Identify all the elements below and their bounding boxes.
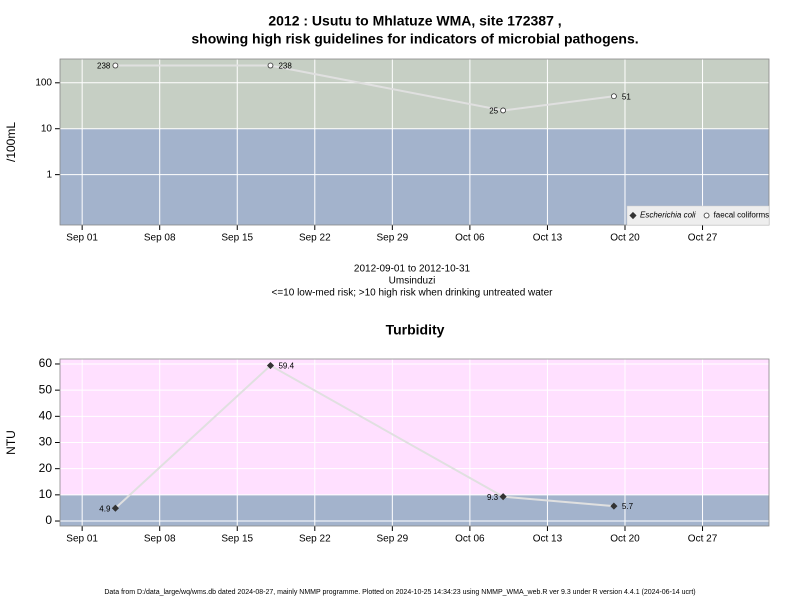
x-tick-label: Oct 13 (533, 233, 563, 244)
plot-frame (59, 58, 770, 226)
x-tick-label: Sep 15 (221, 233, 253, 244)
y-tick-label: 100 (35, 77, 52, 88)
point (499, 493, 507, 501)
y-axis-label: /100mL (4, 122, 18, 162)
point (267, 62, 274, 69)
x-tick-label: Sep 22 (299, 233, 331, 244)
y-tick-label: 20 (39, 461, 53, 475)
x-tick-label: Sep 01 (66, 534, 98, 545)
y-tick-label: 10 (41, 123, 53, 134)
point (703, 212, 710, 219)
y-tick-label: 10 (39, 487, 53, 501)
x-tick-label: Oct 13 (533, 534, 563, 545)
x-tick-label: Sep 29 (376, 534, 408, 545)
y-tick-label: 60 (39, 356, 53, 370)
note: <=10 low-med risk; >10 high risk when dr… (272, 288, 554, 299)
value-label: 5.7 (622, 502, 634, 511)
value-label: 238 (97, 62, 111, 71)
x-tick-label: Oct 27 (688, 534, 718, 545)
value-label: 59.4 (278, 362, 294, 371)
high-risk-band (60, 359, 769, 495)
legend-box (626, 205, 770, 226)
value-label: 25 (489, 107, 498, 116)
y-tick-label: 50 (39, 382, 53, 396)
x-tick-label: Oct 06 (455, 534, 485, 545)
series-line (115, 64, 615, 112)
note: Umsinduzi (389, 276, 436, 287)
point (111, 504, 119, 512)
y-tick-label: 0 (45, 513, 52, 527)
y-tick-label: 1 (46, 169, 52, 180)
x-tick-label: Oct 27 (688, 233, 718, 244)
value-label: 238 (278, 62, 292, 71)
footer: Data from D:/data_large/wq/wms.db dated … (104, 589, 695, 596)
y-tick-label: 40 (39, 408, 53, 422)
series-line (114, 364, 614, 509)
x-tick-label: Sep 01 (66, 233, 98, 244)
point (610, 502, 618, 510)
point (112, 62, 119, 69)
y-axis-label: NTU (4, 430, 18, 455)
x-tick-label: Sep 08 (144, 233, 176, 244)
x-tick-label: Sep 15 (221, 534, 253, 545)
value-label: 51 (622, 92, 631, 101)
chart-title: 2012 : Usutu to Mhlatuze WMA, site 17238… (268, 13, 561, 29)
point (629, 211, 637, 220)
value-label: 4.9 (99, 504, 111, 513)
point (500, 107, 507, 114)
point (611, 93, 617, 100)
y-tick-label: 30 (39, 435, 53, 449)
plot-frame (59, 358, 770, 527)
point (266, 361, 275, 370)
value-label: 9.3 (487, 493, 499, 502)
x-tick-label: Sep 22 (299, 534, 331, 545)
x-tick-label: Oct 20 (610, 233, 640, 244)
x-tick-label: Oct 06 (455, 233, 485, 244)
note: 2012-09-01 to 2012-10-31 (354, 264, 471, 275)
x-tick-label: Sep 08 (144, 534, 176, 545)
legend-label: faecal coliforms (714, 211, 770, 220)
x-tick-label: Sep 29 (376, 233, 408, 244)
legend-label: Escherichia coli (640, 211, 696, 220)
chart-title: showing high risk guidelines for indicat… (191, 31, 638, 47)
x-tick-label: Oct 20 (610, 534, 640, 545)
chart-title: Turbidity (386, 322, 445, 338)
